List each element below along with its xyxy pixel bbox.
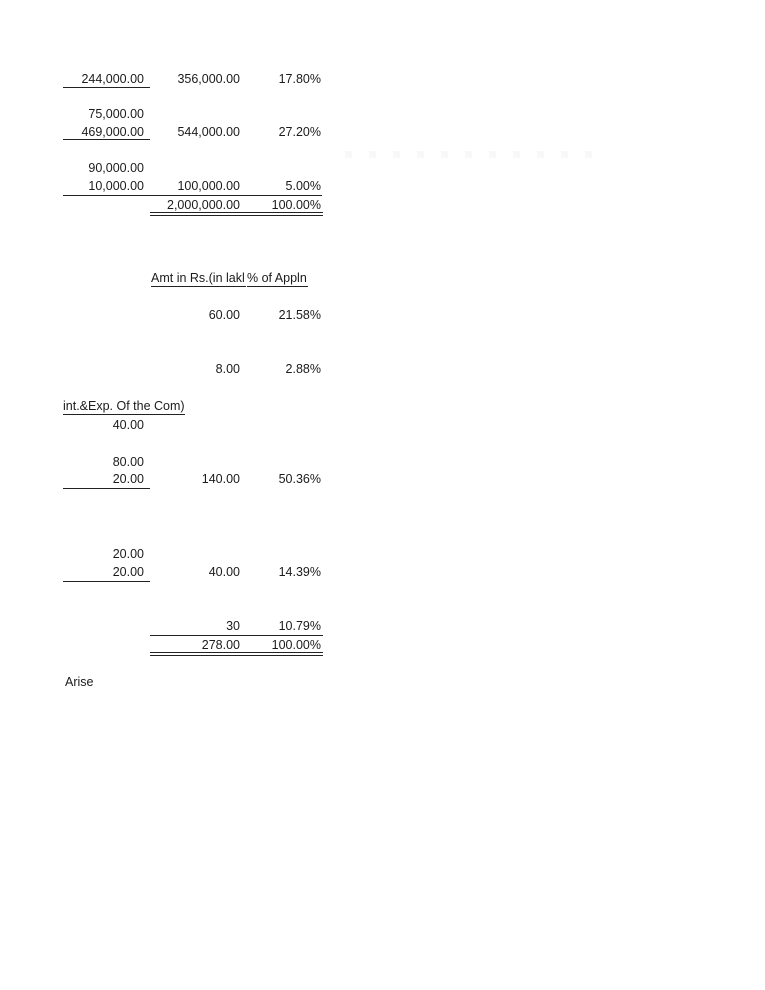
table-row: 90,000.00: [0, 161, 765, 175]
table-row: 8.00 2.88%: [0, 362, 765, 376]
total-cell: 8.00: [215, 362, 240, 376]
amount-cell: 80.00: [112, 455, 144, 469]
column-underline: [63, 488, 150, 490]
column-underline: [63, 139, 150, 141]
total-percent-cell: 100.00%: [271, 638, 321, 652]
column-underline: [63, 87, 150, 89]
total-cell: 140.00: [201, 472, 240, 486]
table-row: 20.00 140.00 50.36%: [0, 472, 765, 486]
table-row: 10,000.00 100,000.00 5.00%: [0, 179, 765, 193]
table-row: 20.00: [0, 547, 765, 561]
table-row: 20.00 40.00 14.39%: [0, 565, 765, 579]
total-cell: 60.00: [208, 308, 240, 322]
amount-cell: 20.00: [112, 565, 144, 579]
grand-total-cell: 2,000,000.00: [167, 198, 240, 212]
percent-cell: 5.00%: [285, 179, 321, 193]
table-row: 30 10.79%: [0, 619, 765, 633]
percent-cell: 21.58%: [278, 308, 321, 322]
total-cell: 356,000.00: [177, 72, 240, 86]
column-header-percent: % of Appln: [247, 271, 308, 287]
total-cell: 544,000.00: [177, 125, 240, 139]
table-row: 60.00 21.58%: [0, 308, 765, 322]
column-underline: [63, 581, 150, 583]
table-row: 469,000.00 544,000.00 27.20%: [0, 125, 765, 139]
table-row: 244,000.00 356,000.00 17.80%: [0, 72, 765, 86]
total-cell: 30: [226, 619, 240, 633]
amount-cell: 90,000.00: [88, 161, 144, 175]
amount-cell: 20.00: [112, 472, 144, 486]
subtotal-rule: [150, 635, 323, 637]
amount-cell: 40.00: [112, 418, 144, 432]
total-cell: 40.00: [208, 565, 240, 579]
table-row: 80.00: [0, 455, 765, 469]
amount-cell: 75,000.00: [88, 107, 144, 121]
table-row: 75,000.00: [0, 107, 765, 121]
amount-cell: 10,000.00: [88, 179, 144, 193]
percent-cell: 27.20%: [278, 125, 321, 139]
table-row: 40.00: [0, 418, 765, 432]
table-row-total: 278.00 100.00%: [0, 638, 765, 652]
grand-total-cell: 278.00: [201, 638, 240, 652]
percent-cell: 50.36%: [278, 472, 321, 486]
total-cell: 100,000.00: [177, 179, 240, 193]
amount-cell: 244,000.00: [81, 72, 144, 86]
percent-cell: 2.88%: [285, 362, 321, 376]
percent-cell: 17.80%: [278, 72, 321, 86]
faint-dots-artifact: [345, 151, 595, 158]
percent-cell: 10.79%: [278, 619, 321, 633]
grand-total-double-rule: [150, 212, 323, 216]
percent-cell: 14.39%: [278, 565, 321, 579]
column-header-amount: Amt in Rs.(in lakl: [151, 271, 246, 287]
amount-cell: 469,000.00: [81, 125, 144, 139]
grand-total-double-rule: [150, 652, 323, 656]
section-label: int.&Exp. Of the Com): [63, 399, 185, 415]
amount-cell: 20.00: [112, 547, 144, 561]
total-percent-cell: 100.00%: [271, 198, 321, 212]
footer-note: Arise: [65, 675, 94, 689]
table-row-total: 2,000,000.00 100.00%: [0, 198, 765, 212]
subtotal-rule: [63, 195, 322, 197]
